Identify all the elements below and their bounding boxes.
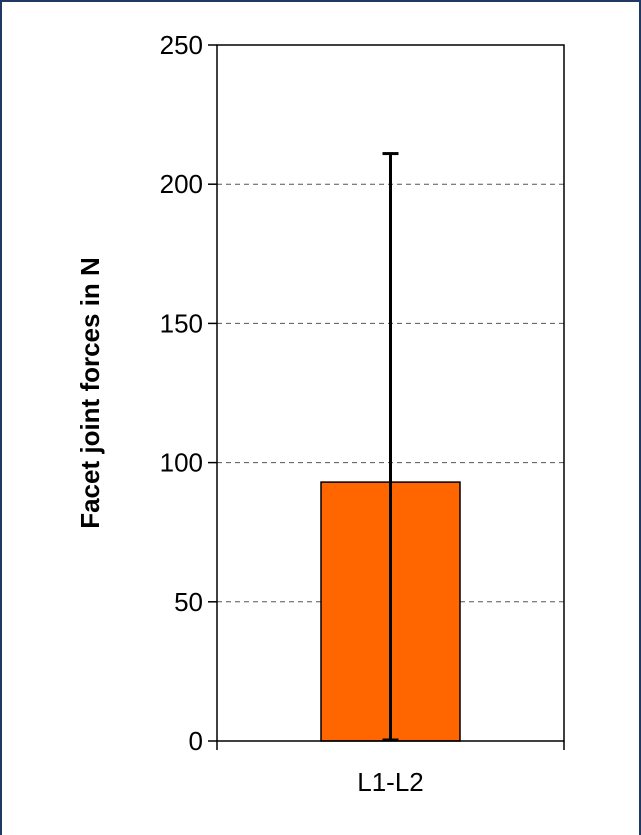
x-axis-tick-labels: L1-L2 (357, 767, 424, 797)
y-tick-label-100: 100 (160, 448, 203, 478)
x-axis-ticks (216, 741, 565, 750)
x-tick-label-L1-L2: L1-L2 (357, 767, 424, 797)
y-tick-label-150: 150 (160, 308, 203, 338)
y-axis-ticks (208, 44, 217, 742)
y-axis-tick-labels: 0 50 100 150 200 250 (160, 30, 203, 756)
plot-frame (216, 44, 565, 742)
y-tick-label-250: 250 (160, 30, 203, 60)
y-tick-label-50: 50 (174, 587, 203, 617)
error-bars (382, 152, 399, 742)
y-tick-label-200: 200 (160, 169, 203, 199)
y-axis-title: Facet joint forces in N (75, 257, 105, 529)
y-tick-label-0: 0 (189, 726, 203, 756)
